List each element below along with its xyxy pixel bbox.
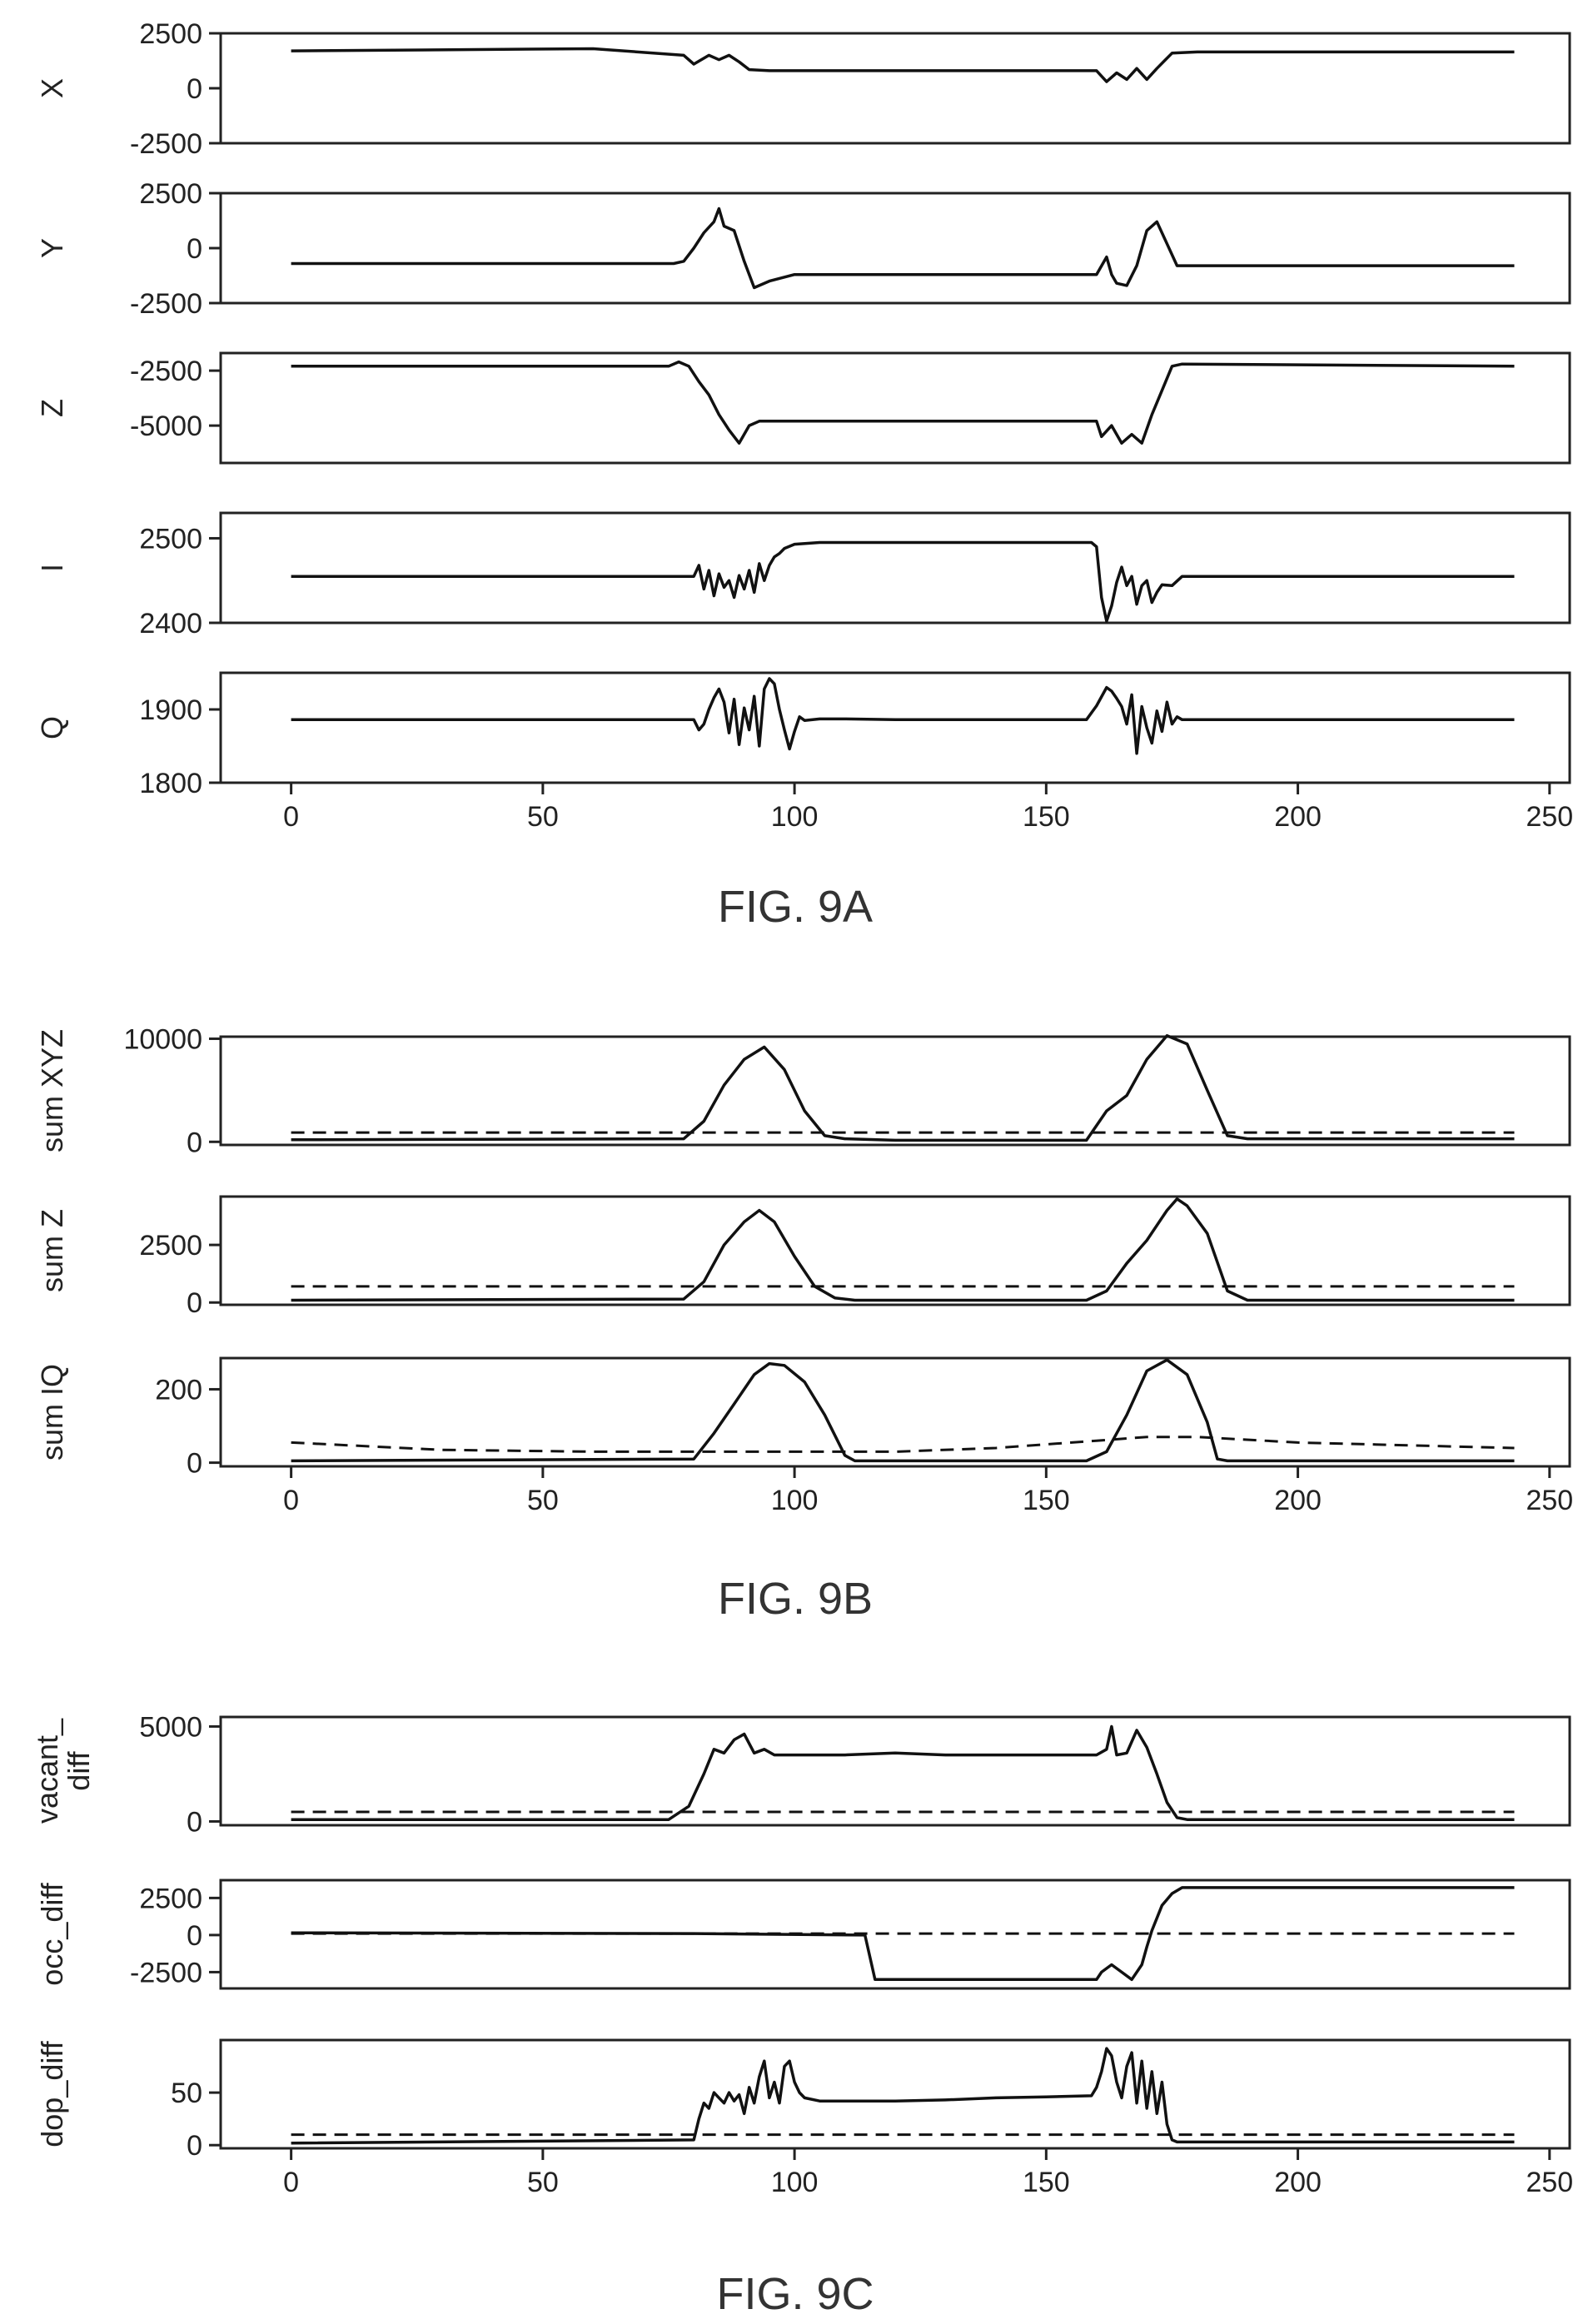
x-tick-label: 100 <box>771 801 819 833</box>
y-tick-label: 50 <box>171 2078 202 2109</box>
series-line <box>291 1034 1515 1142</box>
plot-frame <box>219 351 1571 465</box>
series-line <box>291 1197 1515 1302</box>
plot-frame <box>219 192 1571 305</box>
y-axis-label: vacant_diff <box>30 1718 96 1824</box>
y-tick-label: -5000 <box>130 411 202 442</box>
y-tick-label: 1900 <box>139 694 202 726</box>
series-line <box>291 47 1515 83</box>
y-axis-label-line: vacant_ <box>30 1718 64 1824</box>
y-axis-label: sum IQ <box>35 1364 69 1461</box>
y-tick-label: 0 <box>187 1127 202 1158</box>
x-tick-label: 0 <box>283 801 299 833</box>
x-tick-label: 150 <box>1023 801 1070 833</box>
series-line <box>291 2047 1515 2145</box>
y-tick-label: 1800 <box>139 768 202 799</box>
y-axis-label: Q <box>35 716 69 739</box>
y-tick-label: -2500 <box>130 1957 202 1988</box>
y-tick-label: 0 <box>187 1287 202 1319</box>
series-line <box>291 207 1515 290</box>
series-line <box>291 1724 1515 1821</box>
panel-occ-diff: 2500 0 -2500 occ_diff <box>35 1879 1571 1990</box>
panel-sum-iq: 200 0 sum IQ 0 50 100 150 200 250 <box>35 1356 1573 1516</box>
series-line <box>291 1886 1515 1982</box>
y-tick-label: -2500 <box>130 356 202 387</box>
plot-frame <box>219 511 1571 625</box>
y-axis-label: X <box>35 78 69 98</box>
panel-y: 2500 0 -2500 Y <box>35 178 1571 320</box>
y-tick-label: 10000 <box>123 1023 202 1055</box>
plot-frame <box>219 1035 1571 1147</box>
plot-frame <box>219 671 1571 784</box>
caption-fig-9b: FIG. 9B <box>718 1574 873 1624</box>
y-tick-label: 2500 <box>139 523 202 555</box>
panels: 25000-2500X25000-2500Y-2500-5000Z2500240… <box>30 18 1573 2198</box>
y-tick-label: 0 <box>187 1448 202 1480</box>
panel-vacant-diff: 5000 0 vacant_diff <box>30 1711 1571 1838</box>
x-tick-label: 0 <box>283 2167 299 2198</box>
y-axis-label: dop_diff <box>35 2040 69 2147</box>
x-tick-label: 100 <box>771 2167 819 2198</box>
y-tick-label: 0 <box>187 233 202 265</box>
y-axis-label: occ_diff <box>35 1882 69 1985</box>
y-axis-label: sum Z <box>35 1209 69 1292</box>
x-tick-label: 200 <box>1274 801 1322 833</box>
x-tick-label: 50 <box>527 801 559 833</box>
x-tick-label: 50 <box>527 1485 559 1516</box>
x-tick-label: 0 <box>283 1485 299 1516</box>
caption-fig-9c: FIG. 9C <box>716 2269 874 2319</box>
x-tick-label: 100 <box>771 1485 819 1516</box>
series-line <box>291 360 1515 445</box>
panel-x: 2500 0 -2500 X <box>35 18 1571 160</box>
y-tick-label: -2500 <box>130 288 202 320</box>
panel-dop-diff: 50 0 dop_diff 0 50 100 150 200 250 <box>35 2038 1573 2198</box>
y-tick-label: 5000 <box>139 1711 202 1743</box>
y-tick-label: 0 <box>187 1920 202 1952</box>
series-line <box>291 1358 1515 1463</box>
panel-z: -2500 -5000 Z <box>35 351 1571 465</box>
plot-frame <box>219 1356 1571 1468</box>
panel-sum-z: 2500 0 sum Z <box>35 1195 1571 1319</box>
panel-sum-xyz: 10000 0 sum XYZ <box>35 1023 1571 1158</box>
y-tick-label: 2500 <box>139 178 202 210</box>
series-line <box>291 677 1515 755</box>
y-tick-label: -2500 <box>130 128 202 160</box>
y-axis-label: sum XYZ <box>35 1029 69 1152</box>
x-tick-label: 250 <box>1526 801 1573 833</box>
y-axis-label: Z <box>35 399 69 417</box>
plot-frame <box>219 1715 1571 1827</box>
y-tick-label: 0 <box>187 1806 202 1838</box>
panel-i: 2500 2400 I <box>35 511 1571 639</box>
x-tick-label: 200 <box>1274 2167 1322 2198</box>
panel-q: 1900 1800 Q 0 50 100 150 200 250 <box>35 671 1573 833</box>
x-tick-label: 50 <box>527 2167 559 2198</box>
y-tick-label: 2400 <box>139 608 202 639</box>
y-axis-label-line: diff <box>62 1750 96 1790</box>
y-tick-label: 2500 <box>139 1230 202 1262</box>
y-axis-label: I <box>35 564 69 572</box>
y-tick-label: 200 <box>155 1374 202 1406</box>
y-axis-label: Y <box>35 238 69 258</box>
x-tick-label: 150 <box>1023 2167 1070 2198</box>
series-threshold-line <box>291 1436 1515 1453</box>
x-tick-label: 150 <box>1023 1485 1070 1516</box>
x-tick-label: 200 <box>1274 1485 1322 1516</box>
y-tick-label: 0 <box>187 73 202 105</box>
series-line <box>291 540 1515 623</box>
plot-frame <box>219 1195 1571 1306</box>
y-tick-label: 2500 <box>139 1883 202 1914</box>
x-tick-label: 250 <box>1526 2167 1573 2198</box>
x-tick-label: 250 <box>1526 1485 1573 1516</box>
y-tick-label: 2500 <box>139 18 202 50</box>
plot-frame <box>219 2038 1571 2150</box>
y-tick-label: 0 <box>187 2130 202 2162</box>
caption-fig-9a: FIG. 9A <box>718 882 873 932</box>
